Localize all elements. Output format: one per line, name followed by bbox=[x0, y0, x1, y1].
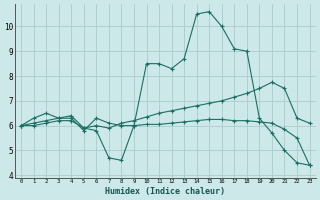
X-axis label: Humidex (Indice chaleur): Humidex (Indice chaleur) bbox=[105, 187, 225, 196]
